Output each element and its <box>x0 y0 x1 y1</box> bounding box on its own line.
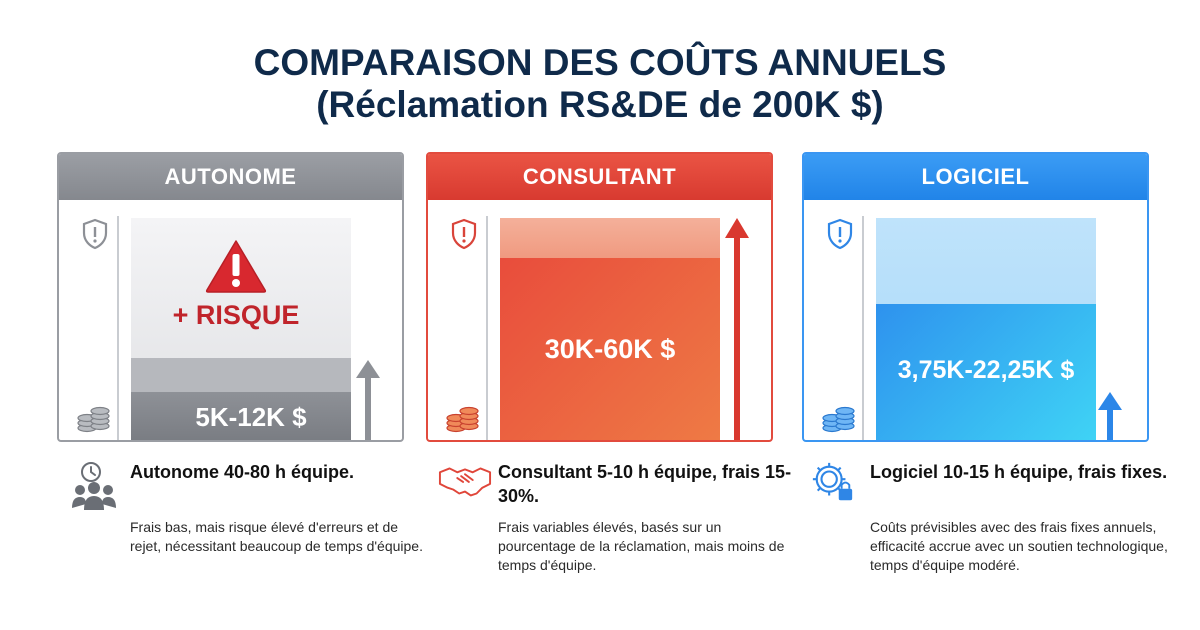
description-text-consultant: Frais variables élevés, basés sur un pou… <box>498 519 785 573</box>
value-autonome: 5K-12K $ <box>195 402 307 432</box>
warning-triangle-icon <box>205 240 267 293</box>
page-title: COMPARAISON DES COÛTS ANNUELS (Réclamati… <box>0 42 1200 126</box>
axis-line <box>862 216 864 440</box>
bar-area-autonome: + RISQUE 5K-12K $ <box>131 218 351 440</box>
bar-base-logiciel <box>876 304 1096 440</box>
description-text-autonome: Frais bas, mais risque élevé d'erreurs e… <box>130 519 423 554</box>
clock-team-icon <box>72 462 116 510</box>
description-heading-consultant: Consultant 5-10 h équipe, frais 15-30%. <box>498 462 792 506</box>
card-body-logiciel: 3,75K-22,25K $ <box>804 200 1147 440</box>
card-autonome: AUTONOME <box>57 152 404 442</box>
coins-icon <box>446 406 479 433</box>
up-arrow-icon <box>725 218 749 440</box>
bar-area-consultant: 30K-60K $ <box>500 218 720 440</box>
card-body-autonome: + RISQUE 5K-12K $ <box>59 200 402 440</box>
gear-lock-icon <box>812 462 853 501</box>
card-title-autonome: AUTONOME <box>164 164 297 189</box>
bar-base-autonome <box>131 392 351 440</box>
axis-line <box>117 216 119 440</box>
coins-icon <box>77 406 110 433</box>
bar-area-logiciel: 3,75K-22,25K $ <box>876 218 1096 440</box>
up-arrow-icon <box>1098 392 1122 440</box>
axis-line <box>486 216 488 440</box>
bar-top-band <box>500 218 720 258</box>
description-heading-autonome: Autonome 40-80 h équipe. <box>130 462 355 482</box>
bar-mid-band <box>131 358 351 392</box>
card-title-logiciel: LOGICIEL <box>921 164 1030 189</box>
card-header-autonome: AUTONOME <box>59 154 402 200</box>
shield-alert-icon <box>827 218 853 250</box>
value-logiciel: 3,75K-22,25K $ <box>897 356 1075 384</box>
description-text-logiciel: Coûts prévisibles avec des frais fixes a… <box>870 519 1168 573</box>
card-logiciel: LOGICIEL 3,75K-22,25K $ <box>802 152 1149 442</box>
risk-label: + RISQUE <box>172 300 300 330</box>
description-heading-logiciel: Logiciel 10-15 h équipe, frais fixes. <box>870 462 1168 482</box>
card-header-consultant: CONSULTANT <box>428 154 771 200</box>
shield-alert-icon <box>82 218 108 250</box>
card-consultant: CONSULTANT 30K-60K $ <box>426 152 773 442</box>
title-line-2: (Réclamation RS&DE de 200K $) <box>316 84 884 125</box>
value-consultant: 30K-60K $ <box>544 334 676 364</box>
card-title-consultant: CONSULTANT <box>522 164 677 189</box>
card-body-consultant: 30K-60K $ <box>428 200 771 440</box>
up-arrow-icon <box>356 360 380 440</box>
card-header-logiciel: LOGICIEL <box>804 154 1147 200</box>
coins-icon <box>822 406 855 433</box>
title-line-1: COMPARAISON DES COÛTS ANNUELS <box>253 42 947 83</box>
handshake-icon <box>438 467 492 497</box>
shield-alert-icon <box>451 218 477 250</box>
